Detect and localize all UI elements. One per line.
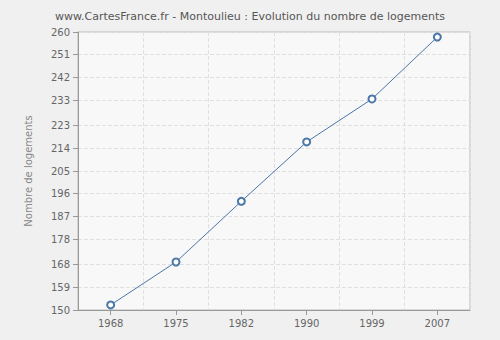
svg-text:1999: 1999	[359, 318, 384, 329]
svg-text:178: 178	[51, 234, 70, 245]
svg-text:2007: 2007	[425, 318, 450, 329]
svg-text:233: 233	[51, 95, 70, 106]
svg-text:168: 168	[51, 259, 70, 270]
svg-text:150: 150	[51, 305, 70, 316]
svg-text:1975: 1975	[163, 318, 188, 329]
svg-text:1968: 1968	[98, 318, 123, 329]
svg-text:214: 214	[51, 143, 70, 154]
svg-text:242: 242	[51, 72, 70, 83]
svg-text:159: 159	[51, 282, 70, 293]
svg-text:223: 223	[51, 120, 70, 131]
svg-text:196: 196	[51, 188, 70, 199]
svg-text:187: 187	[51, 211, 70, 222]
svg-text:www.CartesFrance.fr - Montouli: www.CartesFrance.fr - Montoulieu : Evolu…	[55, 10, 445, 23]
svg-text:1990: 1990	[294, 318, 319, 329]
svg-text:205: 205	[51, 166, 70, 177]
svg-text:260: 260	[51, 27, 70, 38]
svg-text:251: 251	[51, 49, 70, 60]
svg-text:1982: 1982	[229, 318, 254, 329]
svg-text:Nombre de logements: Nombre de logements	[23, 115, 34, 226]
